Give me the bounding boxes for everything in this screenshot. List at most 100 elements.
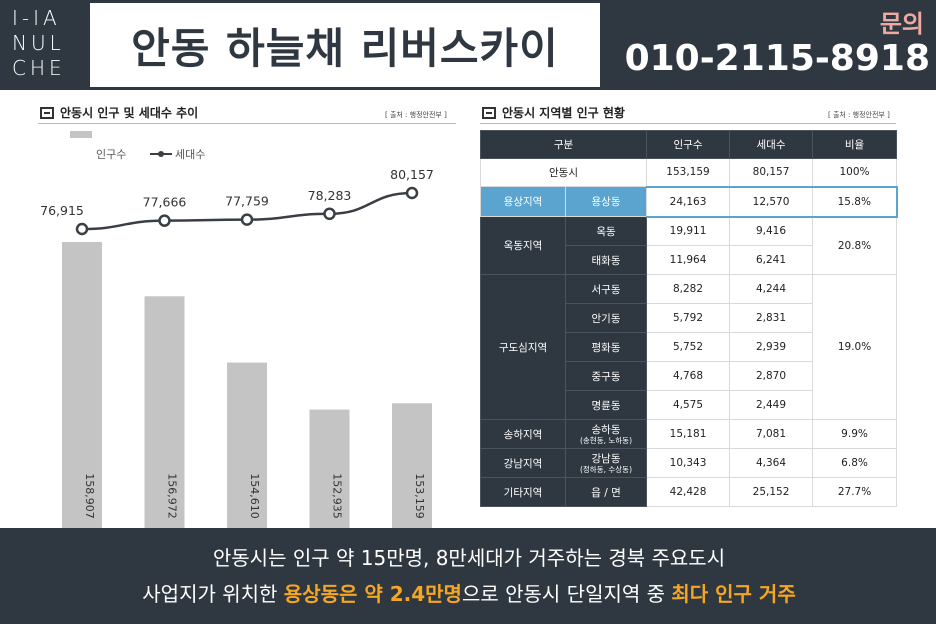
chart-source: [ 출처 : 행정안전부 ] — [385, 111, 447, 119]
table-row: 강남지역 강남동 (정하동, 수상동) 10,343 4,364 6.8% — [480, 448, 898, 478]
table-source: [ 출처 : 행정안전부 ] — [828, 111, 890, 119]
households-point — [158, 214, 171, 227]
region-label: 강남지역 — [480, 448, 566, 478]
cell-population: 4,768 — [646, 361, 731, 391]
cell-ratio: 9.9% — [812, 419, 898, 449]
header-ratio: 비율 — [812, 130, 898, 159]
dong-label: 읍 / 면 — [564, 477, 648, 507]
dong-label: 안기동 — [564, 303, 648, 333]
table-row: 기타지역 읍 / 면 42,428 25,152 27.7% — [480, 477, 898, 507]
bar-value-label: 154,610 — [248, 473, 261, 519]
cell-households: 2,449 — [729, 390, 814, 420]
dong-name: 송하동 — [591, 423, 621, 436]
dong-label: 서구동 — [564, 274, 648, 304]
hanulche-logo: I-IA NUL CHE — [12, 6, 80, 81]
logo-line-1: I-IA — [12, 6, 61, 30]
cell-ratio: 20.8% — [812, 216, 898, 275]
content-panel: 안동시 인구 및 세대수 추이 [ 출처 : 행정안전부 ] 인구수 세대수 158… — [0, 90, 936, 550]
households-value-label: 80,157 — [390, 167, 434, 182]
cell-households: 4,244 — [729, 274, 814, 304]
cell-households: 2,939 — [729, 332, 814, 362]
households-value-label: 76,915 — [40, 203, 84, 218]
cell-households: 4,364 — [729, 448, 814, 478]
row-label: 안동시 — [479, 158, 648, 187]
bar-value-label: 156,972 — [166, 473, 179, 519]
region-label: 옥동지역 — [480, 216, 566, 275]
summary-footer: 안동시는 인구 약 15만명, 8만세대가 거주하는 경북 주요도시 사업지가 … — [38, 528, 900, 624]
bar-2020년 — [62, 242, 102, 534]
households-point — [75, 222, 89, 236]
cell-population: 153,159 — [646, 158, 731, 187]
summary-highlight: 최다 인구 거주 — [671, 582, 796, 606]
region-label: 용상지역 — [480, 186, 566, 217]
dong-note: (정하동, 수상동) — [579, 464, 633, 474]
dong-label: 명륜동 — [564, 390, 648, 420]
bar-value-label: 158,907 — [83, 473, 96, 519]
table-title-text: 안동시 지역별 인구 현황 — [502, 106, 625, 120]
summary-text: 사업지가 위치한 — [142, 582, 284, 606]
table-header-row: 구분 인구수 세대수 비율 — [479, 130, 898, 159]
title-box: 안동 하늘채 리버스카이 — [90, 3, 600, 87]
bar-2023년 — [309, 409, 350, 534]
chart-title-text: 안동시 인구 및 세대수 추이 — [60, 106, 199, 120]
summary-line-2: 사업지가 위치한 용상동은 약 2.4만명으로 안동시 단일지역 중 최다 인구… — [38, 578, 900, 607]
chart-divider — [38, 123, 456, 124]
cell-ratio: 27.7% — [812, 477, 898, 507]
households-value-label: 77,666 — [143, 195, 187, 210]
cell-households: 7,081 — [729, 419, 814, 449]
cell-population: 8,282 — [646, 274, 731, 304]
table-row-highlight: 용상지역 용상동 24,163 12,570 15.8% — [480, 185, 898, 218]
cell-population: 11,964 — [646, 245, 731, 275]
region-label: 송하지역 — [480, 419, 566, 449]
header-households: 세대수 — [729, 130, 814, 159]
dong-label: 용상동 — [564, 186, 648, 217]
table-row: 송하지역 송하동 (송현동, 노하동) 15,181 7,081 9.9% — [480, 419, 898, 449]
table-section-title: 안동시 지역별 인구 현황 — [482, 104, 625, 121]
header-category: 구분 — [479, 130, 648, 159]
cell-ratio: 15.8% — [812, 185, 898, 218]
cell-population: 5,752 — [646, 332, 731, 362]
region-label: 구도심지역 — [480, 274, 566, 420]
table-row: 태화동 11,964 6,241 — [481, 245, 897, 275]
bar-2022년 — [227, 362, 267, 534]
table-row: 옥동지역 옥동 19,911 9,416 20.8% — [480, 216, 898, 275]
bar-2024년 — [392, 403, 432, 534]
section-icon — [482, 106, 496, 119]
section-icon — [40, 106, 54, 119]
dong-label: 중구동 — [564, 361, 648, 391]
inquiry-label: 문의 — [879, 10, 924, 38]
phone-number[interactable]: 010-2115-8918 — [624, 38, 930, 79]
legend-line-marker — [158, 151, 164, 157]
cell-population: 4,575 — [646, 390, 731, 420]
cell-households: 2,870 — [729, 361, 814, 391]
legend-label: 인구수 — [96, 148, 126, 161]
chart-section-title: 안동시 인구 및 세대수 추이 — [40, 104, 198, 121]
cell-population: 19,911 — [646, 216, 731, 246]
dong-label: 송하동 (송현동, 노하동) — [564, 419, 648, 449]
cell-population: 42,428 — [646, 477, 731, 507]
cell-households: 12,570 — [729, 185, 814, 218]
legend-label: 세대수 — [175, 148, 205, 161]
summary-highlight: 용상동은 약 2.4만명 — [283, 582, 462, 606]
dong-name: 강남동 — [591, 452, 621, 465]
households-value-label: 77,759 — [225, 194, 269, 209]
households-point — [323, 207, 336, 221]
cell-ratio: 100% — [812, 158, 898, 187]
cell-ratio: 6.8% — [812, 448, 898, 478]
table-row: 안동시 153,159 80,157 100% — [479, 158, 898, 187]
households-value-label: 78,283 — [308, 188, 352, 203]
header-population: 인구수 — [646, 130, 731, 159]
cell-population: 15,181 — [646, 419, 731, 449]
page-title: 안동 하늘채 리버스카이 — [131, 23, 559, 73]
region-label: 기타지역 — [480, 477, 566, 507]
cell-households: 25,152 — [729, 477, 814, 507]
bar-2021년 — [144, 296, 185, 534]
dong-label: 강남동 (정하동, 수상동) — [564, 448, 648, 478]
dong-label: 태화동 — [564, 245, 648, 275]
logo-line-2: NUL — [12, 31, 65, 55]
dong-label: 평화동 — [564, 332, 648, 362]
table-row: 구도심지역 서구동 8,282 4,244 19.0% — [480, 274, 898, 420]
header: I-IA NUL CHE 안동 하늘채 리버스카이 문의 010-2115-89… — [0, 0, 936, 90]
table-row: 중구동 4,768 2,870 — [481, 361, 897, 391]
cell-population: 24,163 — [646, 185, 731, 218]
